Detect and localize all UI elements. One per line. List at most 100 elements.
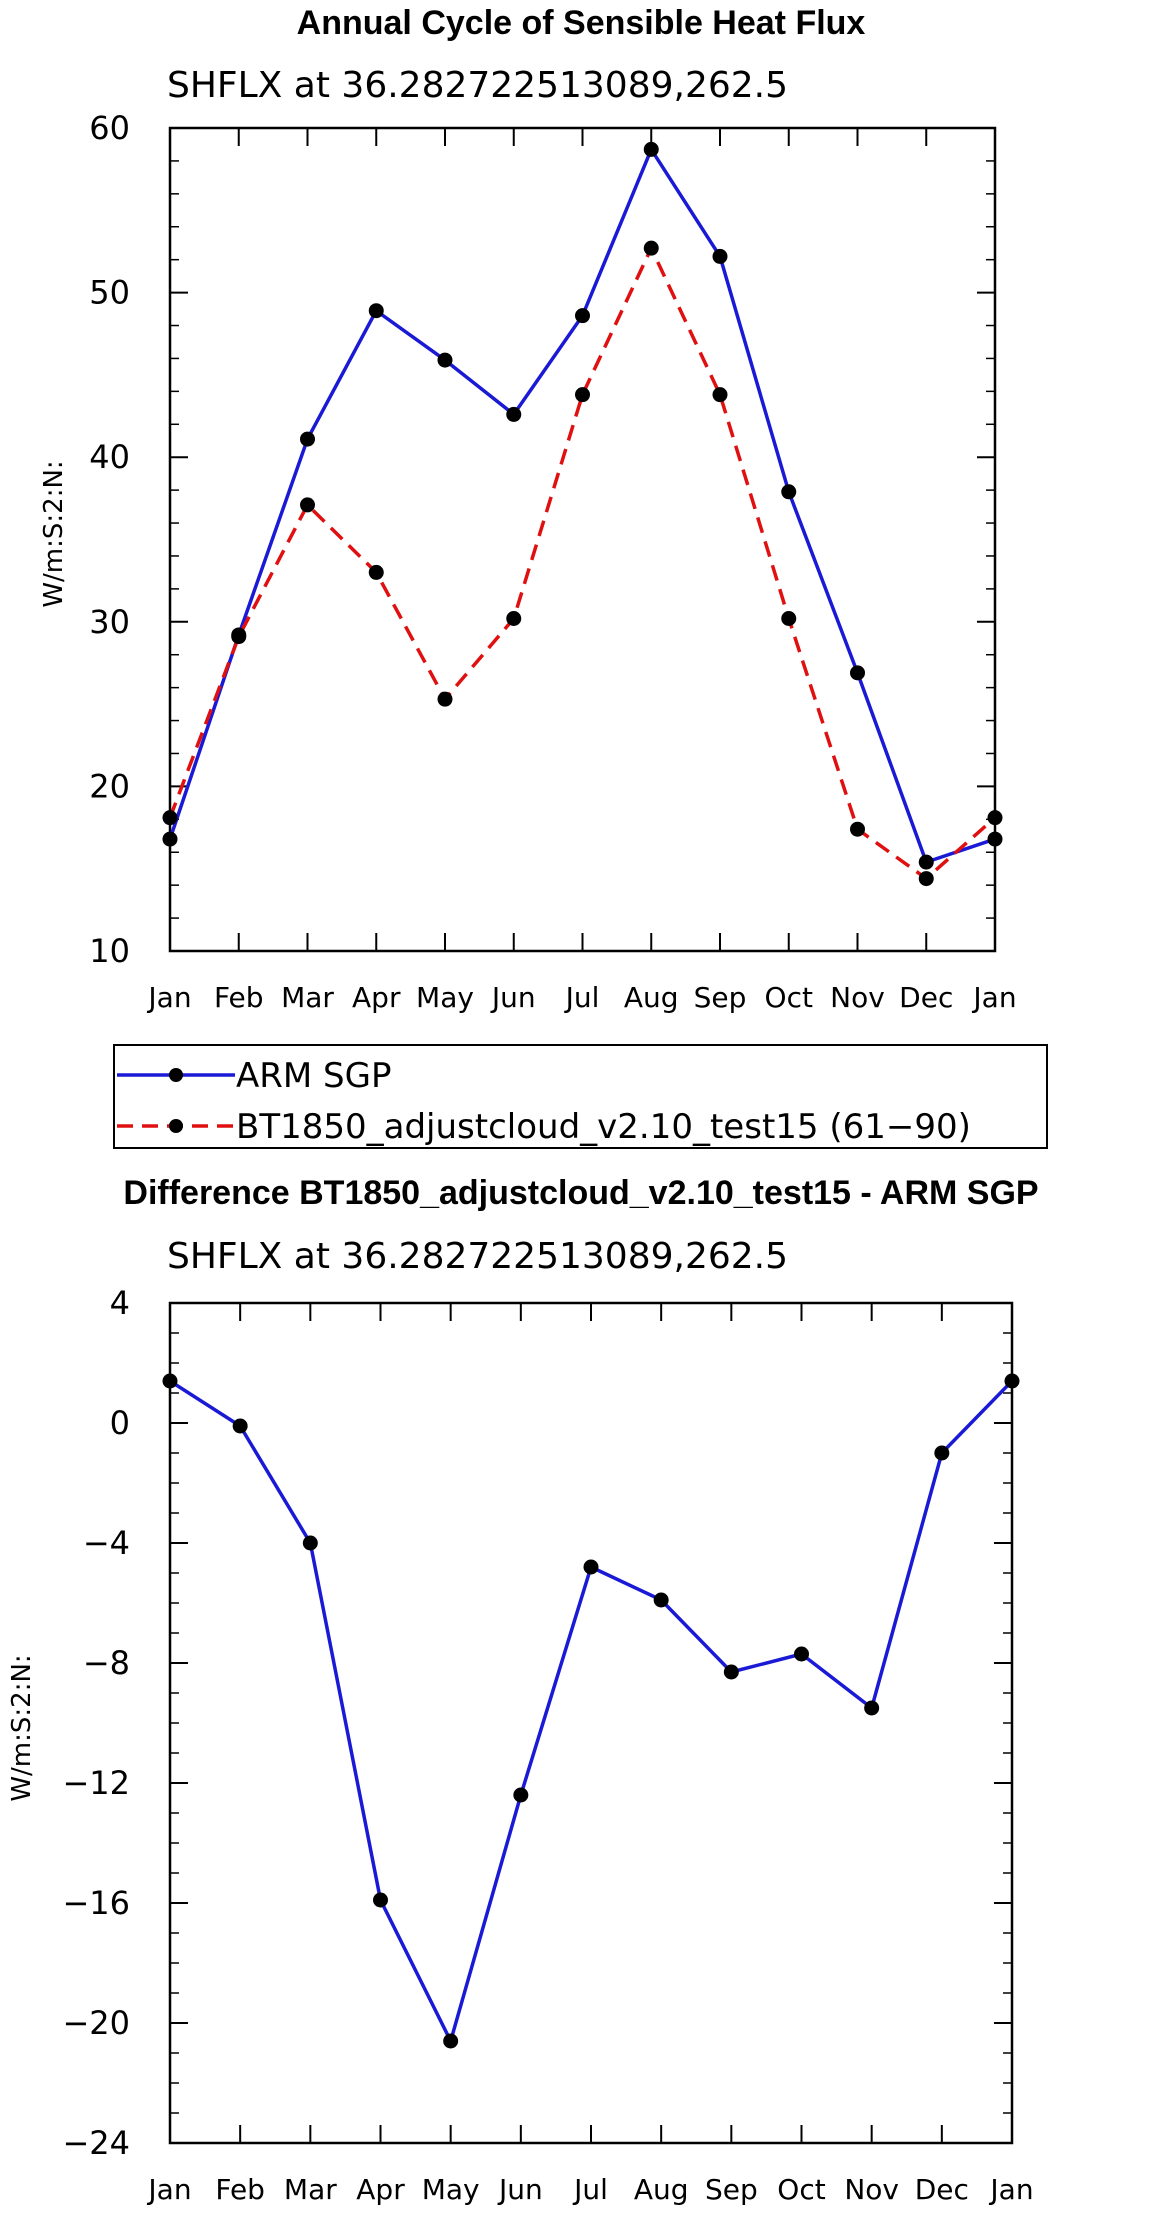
- x-tick-label: Aug: [624, 981, 679, 1014]
- y-tick-label: 60: [89, 109, 130, 147]
- x-tick-label: Jan: [971, 981, 1016, 1014]
- legend-entry-arm-sgp: ARM SGP: [117, 1056, 391, 1096]
- y-tick-label: −16: [62, 1884, 130, 1922]
- chart1-plot-area: 10 20 30 40 50 60 Jan Feb Mar Apr May Jun Jul Aug Sep O…: [89, 109, 1016, 1014]
- y-tick-label: −8: [83, 1644, 130, 1682]
- data-point-s1-10: [850, 821, 865, 837]
- x-tick-label: Sep: [694, 981, 747, 1014]
- data-point-s1-9: [781, 611, 797, 627]
- chart1-ylabel: W/m:S:2:N:: [39, 460, 69, 607]
- y-tick-label: 10: [89, 932, 130, 970]
- x-tick-label: Jan: [988, 2173, 1033, 2206]
- legend-box: [113, 1044, 1048, 1149]
- data-point-s0-6: [583, 1559, 599, 1575]
- y-tick-label: 40: [89, 438, 130, 476]
- data-point-s0-5: [506, 406, 522, 422]
- x-tick-label: Jan: [146, 981, 191, 1014]
- x-tick-label: Feb: [215, 2173, 265, 2206]
- data-point-s0-11: [918, 854, 934, 870]
- data-point-s0-9: [794, 1646, 809, 1662]
- series-line-0: [169, 1379, 1014, 2043]
- x-tick-label: Feb: [214, 981, 264, 1014]
- series-line-1: [168, 246, 997, 881]
- data-point-s1-6: [575, 387, 590, 403]
- x-tick-label: Nov: [844, 2173, 899, 2206]
- data-point-s0-12: [1004, 1373, 1020, 1389]
- data-point-s1-8: [712, 387, 728, 403]
- data-point-s0-1: [232, 1418, 248, 1434]
- x-tick-label: May: [422, 2173, 480, 2206]
- data-point-s0-8: [723, 1664, 739, 1680]
- x-tick-label: Dec: [915, 2173, 969, 2206]
- legend-entry-bt1850: BT1850_adjustcloud_v2.10_test15 (61−90): [117, 1107, 971, 1147]
- x-tick-label: Dec: [899, 981, 953, 1014]
- data-point-s0-7: [643, 141, 659, 157]
- x-tick-label: Jun: [490, 981, 536, 1014]
- chart1-title: Annual Cycle of Sensible Heat Flux: [297, 4, 866, 42]
- data-point-s0-11: [934, 1445, 950, 1461]
- y-tick-label: −4: [83, 1524, 130, 1562]
- y-tick-label: −20: [62, 2004, 130, 2042]
- data-point-s0-2: [302, 1535, 318, 1551]
- y-tick-label: −24: [62, 2124, 130, 2162]
- x-tick-label: Jun: [497, 2173, 543, 2206]
- series-line-0: [168, 147, 996, 864]
- x-tick-label: Jul: [564, 981, 600, 1014]
- x-tick-label: Sep: [705, 2173, 758, 2206]
- data-point-s0-12: [987, 831, 1003, 847]
- x-tick-label: Mar: [281, 981, 334, 1014]
- data-point-s0-7: [653, 1592, 669, 1608]
- x-tick-label: Aug: [634, 2173, 689, 2206]
- plot-frame: [168, 126, 997, 953]
- plot-frame: [168, 1301, 1014, 2145]
- x-tick-label: Jan: [146, 2173, 191, 2206]
- y-tick-label: −12: [62, 1764, 130, 1802]
- chart2-ylabel: W/m:S:2:N:: [7, 1654, 37, 1801]
- data-point-s1-1: [231, 629, 247, 645]
- data-point-s0-3: [368, 303, 384, 319]
- chart1-subtitle: SHFLX at 36.282722513089,262.5: [167, 65, 788, 106]
- y-tick-label: 4: [110, 1284, 130, 1322]
- data-point-s1-2: [300, 497, 315, 513]
- chart2-plot-area: −24 −20 −16 −12 −8 −4 0 4 Jan Feb Mar Apr May Jun Jul A…: [62, 1284, 1033, 2206]
- legend-label-arm-sgp: ARM SGP: [236, 1056, 391, 1096]
- y-tick-label: 30: [89, 603, 130, 641]
- data-point-s0-6: [575, 308, 590, 324]
- data-point-s1-12: [987, 810, 1003, 826]
- y-tick-label: 0: [110, 1404, 130, 1442]
- data-point-s0-3: [373, 1892, 388, 1908]
- data-point-s0-4: [437, 352, 453, 368]
- x-tick-label: Mar: [284, 2173, 337, 2206]
- x-tick-label: Apr: [356, 2173, 405, 2206]
- data-point-s1-7: [643, 240, 659, 256]
- data-point-s0-9: [781, 484, 797, 500]
- x-tick-label: Nov: [830, 981, 885, 1014]
- x-tick-label: May: [416, 981, 474, 1014]
- data-point-s0-10: [864, 1700, 880, 1716]
- x-tick-label: Jul: [572, 2173, 608, 2206]
- legend-marker-bt1850: [169, 1119, 183, 1133]
- x-tick-label: Oct: [777, 2173, 825, 2206]
- data-point-s0-0: [162, 1373, 178, 1389]
- legend-label-bt1850: BT1850_adjustcloud_v2.10_test15 (61−90): [236, 1107, 971, 1147]
- chart1-legend: ARM SGP BT1850_adjustcloud_v2.10_test15 …: [113, 1044, 1048, 1149]
- x-tick-label: Oct: [765, 981, 813, 1014]
- data-point-s0-8: [712, 248, 728, 264]
- data-point-s1-4: [437, 691, 453, 707]
- data-point-s1-5: [506, 611, 522, 627]
- y-tick-label: 50: [89, 274, 130, 312]
- chart2-title: Difference BT1850_adjustcloud_v2.10_test…: [123, 1174, 1038, 1212]
- data-point-s0-0: [162, 831, 178, 847]
- data-point-s0-2: [300, 431, 315, 447]
- legend-marker-arm-sgp: [169, 1068, 183, 1082]
- data-point-s1-3: [368, 564, 384, 580]
- data-point-s1-11: [918, 871, 934, 887]
- data-point-s0-5: [513, 1787, 529, 1803]
- x-tick-label: Apr: [352, 981, 401, 1014]
- y-tick-label: 20: [89, 767, 130, 805]
- data-point-s1-0: [162, 810, 178, 826]
- data-point-s0-4: [443, 2033, 459, 2049]
- chart2-subtitle: SHFLX at 36.282722513089,262.5: [167, 1236, 788, 1277]
- data-point-s0-10: [850, 665, 865, 681]
